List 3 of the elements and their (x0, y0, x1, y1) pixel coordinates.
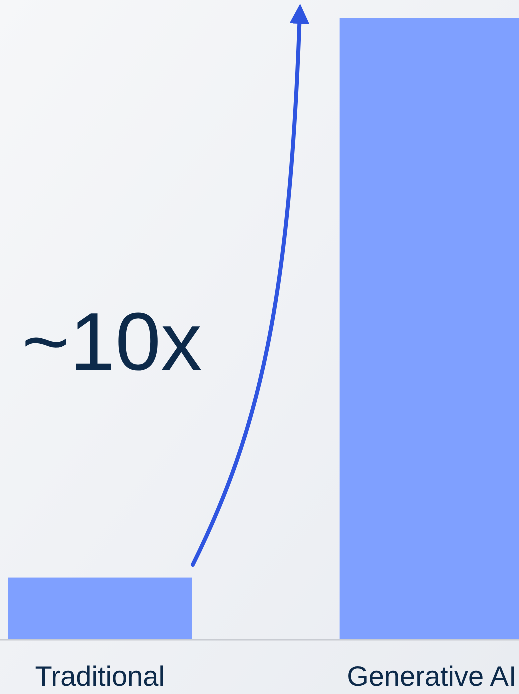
x-tick-label: Generative AI (347, 661, 517, 692)
x-tick-label: Traditional (35, 661, 165, 692)
annotation: ~10x (22, 297, 202, 388)
